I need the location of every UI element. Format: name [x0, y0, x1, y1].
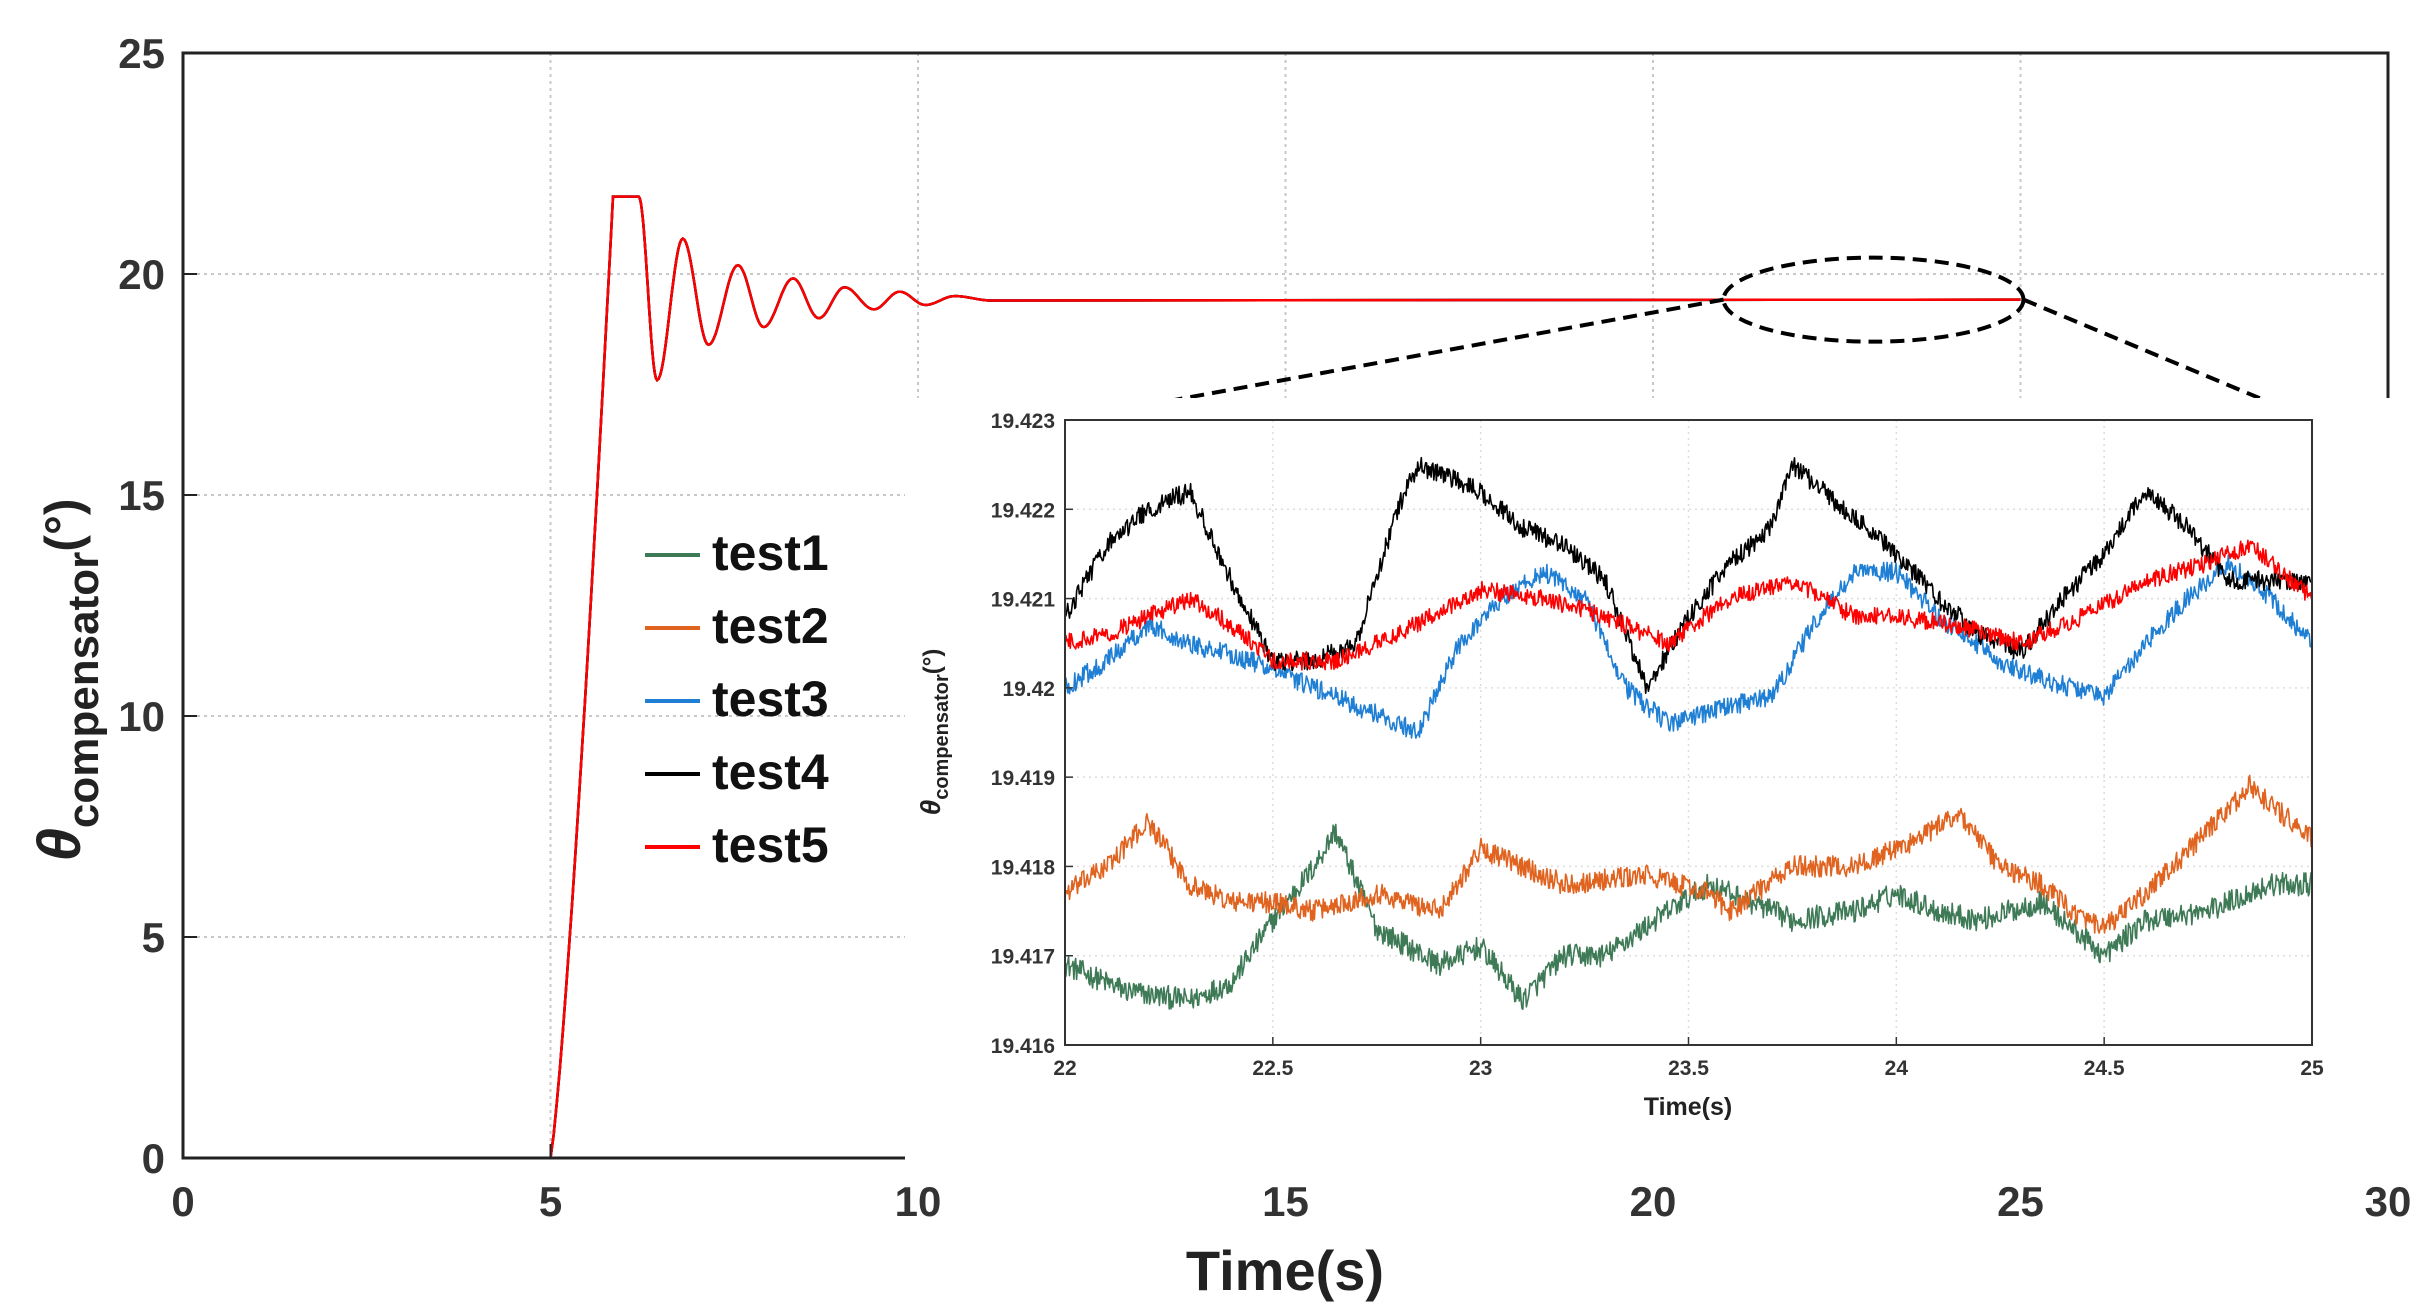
inset-x-ticks: 22 22.5 23 23.5 24 24.5 25	[1053, 1037, 2324, 1080]
main-series-group	[183, 195, 2021, 1160]
inset-y-label-unit: (°)	[919, 649, 946, 675]
main-x-axis-label: Time(s)	[1186, 1239, 1384, 1302]
main-y-tick-label: 25	[118, 30, 165, 77]
inset-x-tick-label: 22.5	[1252, 1057, 1293, 1080]
inset-series-test5	[1064, 539, 2313, 671]
main-y-label-subscript: compensator	[59, 552, 108, 828]
legend-label-test3: test3	[712, 671, 829, 727]
inset-x-tick-label: 23.5	[1668, 1057, 1709, 1080]
inset-y-tick-label: 19.418	[991, 856, 1056, 879]
legend-label-test1: test1	[712, 525, 829, 581]
main-x-tick-label: 30	[2365, 1178, 2412, 1225]
inset-y-tick-label: 19.417	[991, 946, 1055, 969]
inset-series-test1	[1064, 823, 2313, 1010]
inset-x-tick-label: 24	[1885, 1057, 1909, 1080]
main-x-tick-label: 25	[1997, 1178, 2044, 1225]
legend: test1 test2 test3 test4 test5	[645, 525, 829, 873]
inset-y-tick-label: 19.419	[991, 767, 1055, 790]
inset-y-axis-label: θcompensator(°)	[915, 649, 953, 816]
inset-series-test2	[1064, 774, 2313, 934]
inset-x-tick-label: 24.5	[2084, 1057, 2125, 1080]
inset-y-label-subscript: compensator	[931, 674, 953, 800]
legend-label-test4: test4	[712, 744, 829, 800]
legend-label-test2: test2	[712, 598, 829, 654]
main-x-tick-label: 20	[1630, 1178, 1677, 1225]
main-y-label-symbol: θ	[26, 828, 93, 861]
main-y-tick-label: 20	[118, 251, 165, 298]
svg-text:θcompensator(°): θcompensator(°)	[915, 649, 953, 816]
inset-y-tick-label: 19.416	[991, 1035, 1055, 1058]
svg-text:θcompensator(°): θcompensator(°)	[26, 498, 108, 861]
main-y-tick-label: 15	[118, 472, 165, 519]
inset-x-axis-label: Time(s)	[1644, 1093, 1732, 1121]
main-x-tick-label: 10	[895, 1178, 942, 1225]
inset-y-ticks: 19.416 19.417 19.418 19.419 19.42 19.421 19.42…	[991, 410, 1073, 1058]
main-y-label-unit: (°)	[35, 498, 91, 551]
main-y-tick-label: 5	[142, 914, 165, 961]
main-y-tick-label: 10	[118, 693, 165, 740]
main-y-tick-label: 0	[142, 1135, 165, 1182]
main-series-test5	[183, 195, 2021, 1160]
inset-series-group	[1064, 456, 2313, 1010]
legend-label-test5: test5	[712, 817, 829, 873]
inset-y-label-symbol: θ	[915, 799, 946, 815]
zoom-connector-right	[2022, 297, 2313, 422]
inset-y-tick-label: 19.421	[991, 589, 1056, 612]
main-grid	[183, 53, 2388, 1158]
inset-y-tick-label: 19.423	[991, 410, 1055, 433]
inset-x-tick-label: 25	[2300, 1057, 2324, 1080]
inset-x-tick-label: 23	[1469, 1057, 1492, 1080]
main-x-tick-label: 0	[171, 1178, 194, 1225]
main-x-ticks: 0 5 10 15 20 25 30	[171, 1144, 2411, 1225]
inset-x-tick-label: 22	[1053, 1057, 1076, 1080]
main-x-tick-label: 5	[539, 1178, 562, 1225]
main-y-ticks: 0 5 10 15 20 25	[118, 30, 197, 1182]
main-y-axis-label: θcompensator(°)	[26, 498, 108, 861]
inset-plot: 22 22.5 23 23.5 24 24.5 25 19.41619.41719.4181…	[905, 398, 2425, 1178]
inset-y-tick-label: 19.42	[1002, 678, 1055, 701]
inset-y-tick-label: 19.422	[991, 499, 1055, 522]
main-x-tick-label: 15	[1262, 1178, 1309, 1225]
